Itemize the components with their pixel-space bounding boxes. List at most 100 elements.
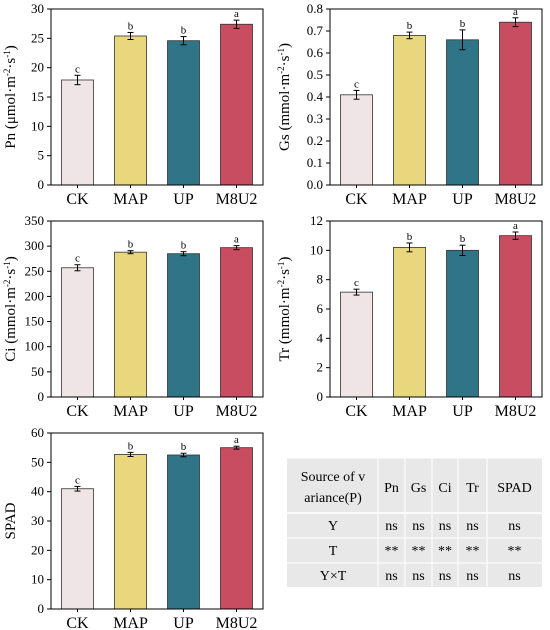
y-axis-label-part: Gs (mmol·m [277,74,293,151]
y-tick-label: 0.1 [307,155,323,170]
y-axis-label: Ci (mmol·m-2·s-1) [2,256,19,361]
bar-up [167,40,200,186]
y-axis-label-part: ) [3,45,19,50]
x-tick-label: CK [66,615,89,630]
axes-frame [50,8,264,186]
bar-map [114,454,147,610]
significance-letter: b [460,18,466,30]
x-tick-label: CK [345,403,368,420]
y-axis-label-part: ) [277,257,293,262]
bar-m8u2 [499,235,532,398]
bar-ck [61,488,94,610]
y-axis-label: Pn (μmol·m-2·s-1) [2,45,19,148]
y-tick-label: 250 [25,263,45,278]
chart-panel-2: c CK b MAP b UP a M8U2 0.0 0.1 0.2 0.3 0.4 0.5 0.6 0.7 0… [276,1,543,208]
y-axis-label-superscript: -1 [2,261,12,269]
table-cell: ns [412,569,424,584]
y-axis-label-part: ) [277,43,293,48]
y-tick-label: 10 [31,572,44,587]
y-axis-label-part: Tr (mmol·m [277,287,293,361]
table-cell: ns [466,569,478,584]
significance-letter: c [354,277,359,289]
y-tick-label: 0.0 [307,177,323,192]
y-tick-label: 200 [25,288,45,303]
y-tick-label: 60 [31,425,44,440]
x-tick-label: MAP [392,191,427,208]
table-cell: ns [412,519,424,534]
y-axis-label-superscript: -1 [276,48,286,56]
bar-map [114,35,147,186]
y-tick-label: 5 [38,148,45,163]
bar-up [167,253,200,398]
significance-letter: b [181,25,187,37]
table-header-tr: Tr [466,481,479,496]
significance-letter: c [75,253,80,265]
y-axis-label-part: ·s [277,55,293,66]
y-tick-label: 8 [317,272,324,287]
y-tick-label: 10 [31,118,44,133]
y-axis-label-part: Pn (μmol·m [3,76,19,149]
table-row-label-y: Y [328,519,338,534]
y-axis-label-superscript: -2 [2,280,12,288]
y-tick-label: 40 [31,484,44,499]
significance-letter: b [407,231,413,243]
significance-letter: a [234,234,239,246]
significance-letter: b [181,441,187,453]
y-tick-label: 10 [310,242,323,257]
significance-letter: b [407,20,413,32]
bar-m8u2 [220,247,253,398]
bar-m8u2 [220,23,253,186]
table-cell: ** [412,544,426,559]
x-tick-label: M8U2 [216,615,258,630]
y-tick-label: 0.7 [307,23,324,38]
y-axis-label-superscript: -2 [2,69,12,77]
x-tick-label: M8U2 [216,403,258,420]
y-axis-label-part: ·s [3,269,19,280]
y-tick-label: 20 [31,542,44,557]
table-cell: ns [466,519,478,534]
table-cell: ns [439,569,451,584]
y-tick-label: 0.2 [307,133,323,148]
significance-letter: b [128,20,134,32]
y-axis-label-part: ) [3,256,19,261]
significance-letter: a [234,8,239,20]
y-tick-label: 0.3 [307,111,323,126]
x-tick-label: UP [452,403,473,420]
y-tick-label: 0.6 [307,45,324,60]
significance-letter: a [513,220,518,232]
significance-letter: b [128,239,134,251]
y-tick-label: 0 [38,601,45,616]
significance-letter: c [354,78,359,90]
y-axis-label-superscript: -2 [276,66,286,74]
table-row-label-yxt: Y×T [320,569,347,584]
significance-letter: a [234,434,239,446]
table-cell: ns [508,519,520,534]
x-tick-label: UP [173,191,194,208]
axes-frame [50,432,264,610]
y-tick-label: 20 [31,60,44,75]
table-cell: ** [438,544,452,559]
table-cell: ** [385,544,399,559]
y-tick-label: 350 [25,213,45,228]
table-header-pn: Pn [384,481,399,496]
axes-frame [50,220,264,398]
axes-frame [329,220,543,398]
bar-map [393,35,426,186]
bar-ck [61,79,94,186]
table-cell: ** [466,544,480,559]
table-header-gs: Gs [411,481,427,496]
y-tick-label: 150 [25,314,45,329]
x-tick-label: MAP [113,191,148,208]
x-tick-label: MAP [113,403,148,420]
x-tick-label: MAP [392,403,427,420]
y-axis-label-part: ·s [3,58,19,69]
y-tick-label: 4 [317,330,324,345]
bar-ck [340,94,373,186]
y-axis-label-superscript: -2 [276,280,286,288]
significance-letter: c [75,63,80,75]
table-header-source-line2: ariance(P) [304,491,362,506]
y-tick-label: 0.5 [307,67,323,82]
y-tick-label: 0 [317,389,324,404]
y-tick-label: 300 [25,238,45,253]
